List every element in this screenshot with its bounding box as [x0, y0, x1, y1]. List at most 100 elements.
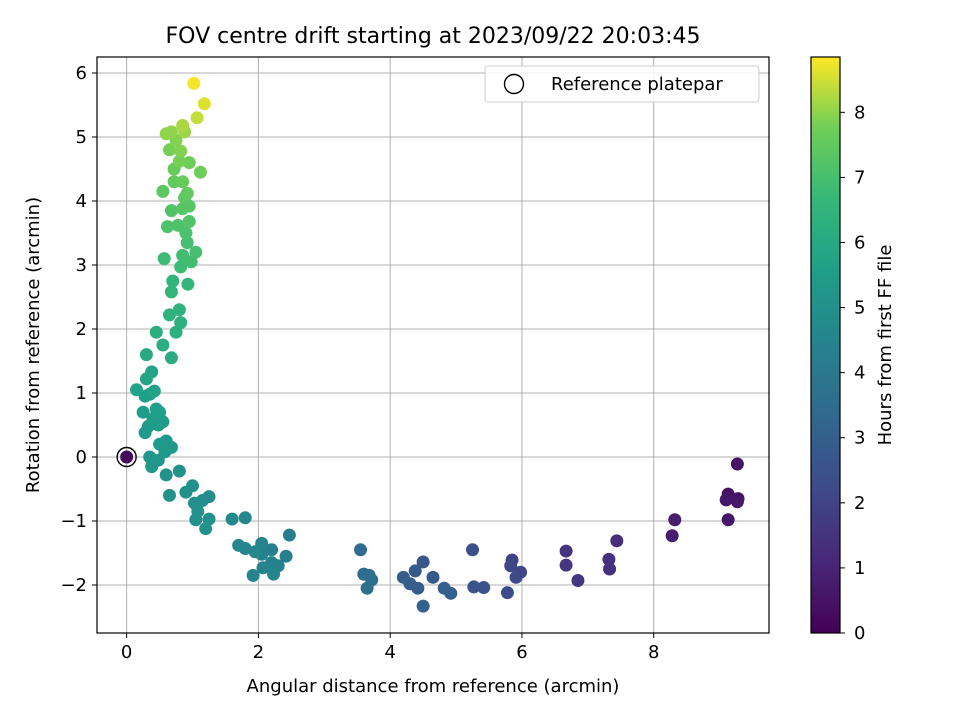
scatter-point [189, 245, 203, 259]
scatter-point [509, 570, 523, 584]
data-points [120, 76, 745, 613]
scatter-point [477, 581, 491, 595]
scatter-point [174, 144, 188, 158]
scatter-point [282, 528, 296, 542]
scatter-point [159, 468, 173, 482]
scatter-point [182, 214, 196, 228]
scatter-point [197, 97, 211, 111]
scatter-point [181, 277, 195, 291]
scatter-point [162, 143, 176, 157]
scatter-point [279, 549, 293, 563]
colorbar-tick-label: 6 [854, 232, 865, 253]
scatter-point [360, 581, 374, 595]
scatter-point [156, 184, 170, 198]
scatter-point [193, 165, 207, 179]
scatter-point [411, 581, 425, 595]
grid-lines [97, 57, 769, 633]
scatter-point [504, 559, 518, 573]
y-tick-label: 1 [76, 383, 87, 404]
y-tick-label: 6 [76, 63, 87, 84]
scatter-point [602, 552, 616, 566]
scatter-point [721, 513, 735, 527]
scatter-point [162, 488, 176, 502]
scatter-point [610, 534, 624, 548]
y-tick-label: 3 [76, 255, 87, 276]
y-axis-label: Rotation from reference (arcmin) [23, 197, 44, 493]
scatter-point [182, 156, 196, 170]
y-tick-label: 2 [76, 319, 87, 340]
x-tick-label: 4 [384, 642, 395, 663]
plot-frame [96, 56, 770, 634]
scatter-point [145, 365, 159, 379]
y-tick-label: 0 [76, 447, 87, 468]
scatter-point [256, 561, 270, 575]
x-tick-label: 0 [121, 642, 132, 663]
scatter-point [730, 495, 744, 509]
scatter-point [559, 544, 573, 558]
scatter-point [444, 586, 458, 600]
colorbar-tick-label: 0 [854, 623, 865, 644]
legend-entry-label: Reference platepar [551, 74, 723, 95]
reference-marker-layer [116, 446, 137, 468]
scatter-point [225, 512, 239, 526]
y-tick-label: 5 [76, 127, 87, 148]
y-tick-label: −2 [60, 575, 87, 596]
scatter-point [668, 513, 682, 527]
scatter-point [199, 522, 213, 536]
scatter-point [416, 555, 430, 569]
scatter-point [665, 529, 679, 543]
legend-box [484, 65, 760, 103]
y-tick-label: 4 [76, 191, 87, 212]
axis-ticks: 0 2 4 6 8 −2 −1 0 1 2 3 4 5 6 [60, 63, 659, 663]
scatter-point [164, 125, 178, 139]
scatter-point [559, 558, 573, 572]
scatter-point [416, 599, 430, 613]
scatter-point [139, 348, 153, 362]
scatter-point [156, 338, 170, 352]
colorbar-ticks: 0 1 2 3 4 5 6 7 8 [840, 102, 865, 644]
scatter-point [466, 543, 480, 557]
x-axis-label: Angular distance from reference (arcmin) [247, 676, 620, 697]
scatter-point [172, 303, 186, 317]
scatter-point [267, 567, 281, 581]
y-tick-label: −1 [60, 511, 87, 532]
scatter-point [500, 586, 514, 600]
scatter-point [408, 564, 422, 578]
scatter-point [164, 285, 178, 299]
x-tick-label: 2 [253, 642, 264, 663]
colorbar-tick-label: 3 [854, 428, 865, 449]
scatter-point [174, 260, 188, 274]
colorbar-tick-label: 7 [854, 167, 865, 188]
scatter-point [248, 545, 262, 559]
colorbar-tick-label: 4 [854, 363, 865, 384]
scatter-point [189, 513, 203, 527]
colorbar: 0 1 2 3 4 5 6 7 8 Hours from first FF file [810, 56, 896, 644]
scatter-point [180, 186, 194, 200]
scatter-point [153, 437, 167, 451]
scatter-point [157, 252, 171, 266]
colorbar-label: Hours from first FF file [875, 245, 896, 446]
scatter-point [176, 118, 190, 132]
scatter-point [166, 274, 180, 288]
scatter-point [179, 485, 193, 499]
colorbar-tick-label: 1 [854, 558, 865, 579]
colorbar-gradient [810, 56, 841, 634]
scatter-point [171, 218, 185, 232]
colorbar-tick-label: 8 [854, 102, 865, 123]
scatter-point [176, 248, 190, 262]
reference-platepar-marker [116, 446, 137, 468]
scatter-point [603, 562, 617, 576]
scatter-point [246, 568, 260, 582]
scatter-point [180, 236, 194, 250]
scatter-point [571, 574, 585, 588]
scatter-point [174, 316, 188, 330]
x-tick-label: 8 [648, 642, 659, 663]
scatter-point [265, 543, 279, 557]
scatter-point [130, 383, 144, 397]
scatter-point [172, 464, 186, 478]
scatter-point [730, 457, 744, 471]
scatter-point [232, 538, 246, 552]
scatter-point [164, 351, 178, 365]
